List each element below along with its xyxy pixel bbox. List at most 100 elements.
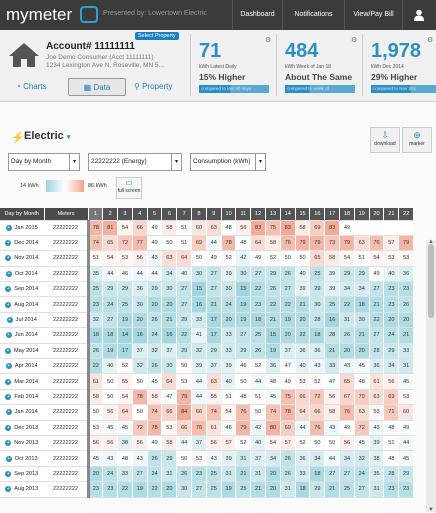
usage-cell[interactable]: 22 — [369, 312, 385, 329]
usage-cell[interactable]: 79 — [295, 235, 311, 252]
stat-card[interactable]: 1,978 ⚙ kWh Dec 2014 29% Higher compared… — [362, 34, 436, 96]
usage-cell[interactable]: 18 — [102, 327, 119, 344]
column-header-day[interactable]: 20 — [369, 208, 385, 221]
usage-cell[interactable]: 44 — [176, 435, 193, 452]
usage-cell[interactable]: 60 — [398, 404, 415, 421]
usage-cell[interactable]: 30 — [161, 358, 178, 375]
usage-cell[interactable]: 69 — [309, 220, 326, 236]
usage-cell[interactable]: 28 — [324, 327, 341, 344]
column-header-day[interactable]: 6 — [161, 208, 178, 221]
usage-cell[interactable]: 40 — [176, 266, 193, 283]
usage-cell[interactable]: 52 — [265, 250, 281, 267]
usage-cell[interactable]: 30 — [309, 296, 326, 313]
usage-cell[interactable]: 48 — [221, 220, 237, 236]
usage-cell[interactable] — [354, 220, 370, 236]
usage-cell[interactable]: 26 — [398, 296, 415, 313]
usage-cell[interactable]: 25 — [206, 466, 222, 483]
usage-cell[interactable]: 16 — [132, 327, 148, 344]
row-period[interactable]: + Jul 2014 — [0, 312, 45, 329]
usage-cell[interactable]: 45 — [354, 358, 370, 375]
usage-cell[interactable]: 36 — [132, 281, 148, 298]
column-header-day[interactable]: 13 — [265, 208, 281, 221]
column-header-period[interactable]: Day by Month — [0, 208, 45, 221]
usage-cell[interactable]: 20 — [280, 327, 296, 344]
usage-cell[interactable]: 19 — [280, 312, 296, 329]
usage-cell[interactable]: 42 — [250, 420, 267, 436]
usage-cell[interactable]: 49 — [250, 250, 267, 267]
usage-cell[interactable]: 22 — [280, 296, 296, 313]
fullscreen-button[interactable]: ▭ full screen — [116, 177, 142, 199]
usage-cell[interactable]: 65 — [102, 235, 119, 252]
scroll-up-icon[interactable]: ▲ — [428, 239, 434, 245]
usage-cell[interactable]: 45 — [147, 373, 163, 390]
column-header-day[interactable]: 14 — [280, 208, 296, 221]
usage-cell[interactable]: 63 — [354, 235, 370, 252]
usage-cell[interactable]: 20 — [161, 481, 178, 498]
usage-cell[interactable]: 52 — [117, 358, 133, 375]
expand-row-icon[interactable]: + — [5, 363, 12, 370]
usage-cell[interactable]: 51 — [86, 250, 104, 267]
usage-cell[interactable]: 50 — [176, 450, 193, 467]
usage-cell[interactable]: 29 — [102, 281, 119, 298]
usage-cell[interactable]: 26 — [176, 466, 193, 483]
usage-cell[interactable]: 34 — [339, 450, 355, 467]
usage-cell[interactable]: 19 — [265, 343, 281, 360]
usage-cell[interactable]: 14 — [117, 327, 133, 344]
usage-cell[interactable]: 27 — [280, 281, 296, 298]
usage-cell[interactable]: 19 — [221, 481, 237, 498]
usage-cell[interactable]: 56 — [206, 435, 222, 452]
usage-cell[interactable]: 43 — [206, 450, 222, 467]
usage-cell[interactable]: 49 — [280, 373, 296, 390]
usage-cell[interactable]: 76 — [369, 235, 385, 252]
usage-cell[interactable]: 23 — [383, 281, 400, 298]
usage-cell[interactable]: 47 — [280, 358, 296, 375]
row-period[interactable]: + Dec 2013 — [0, 420, 45, 436]
marker-button[interactable]: ⊕ marker — [402, 127, 432, 153]
usage-cell[interactable]: 58 — [265, 235, 281, 252]
expand-row-icon[interactable]: + — [5, 424, 12, 431]
usage-cell[interactable]: 34 — [354, 281, 370, 298]
usage-cell[interactable]: 58 — [295, 220, 311, 236]
usage-cell[interactable]: 15 — [265, 327, 281, 344]
usage-cell[interactable]: 39 — [295, 281, 311, 298]
usage-cell[interactable]: 53 — [161, 420, 178, 436]
usage-cell[interactable]: 22 — [117, 481, 133, 498]
table-row[interactable]: + May 2014 22222222 26 19 17 37 32 37 29 32 29 33 29 2… — [0, 343, 415, 360]
usage-cell[interactable]: 29 — [309, 481, 326, 498]
usage-cell[interactable]: 19 — [132, 481, 148, 498]
usage-cell[interactable]: 28 — [383, 466, 400, 483]
usage-cell[interactable]: 50 — [132, 373, 148, 390]
usage-cell[interactable]: 25 — [235, 481, 252, 498]
usage-cell[interactable]: 25 — [309, 266, 326, 283]
grid-scrollbar[interactable]: ▲ ▼ — [426, 239, 436, 513]
usage-cell[interactable]: 21 — [250, 481, 267, 498]
table-row[interactable]: + Oct 2014 22222222 35 44 46 44 44 34 40 30 27 39 30 2… — [0, 266, 415, 283]
usage-cell[interactable]: 40 — [221, 373, 237, 390]
table-row[interactable]: + Jan 2015 22222222 78 81 54 66 49 58 51 60 63 48 56 8… — [0, 220, 415, 236]
usage-cell[interactable]: 22 — [176, 327, 193, 344]
usage-cell[interactable]: 44 — [191, 389, 207, 406]
usage-cell[interactable]: 30 — [132, 296, 148, 313]
usage-cell[interactable]: 36 — [398, 266, 415, 283]
usage-cell[interactable]: 21 — [295, 296, 311, 313]
usage-cell[interactable]: 43 — [339, 358, 355, 375]
usage-cell[interactable]: 21 — [324, 343, 341, 360]
usage-cell[interactable]: 71 — [383, 404, 400, 421]
table-row[interactable]: + Jul 2014 22222222 32 27 19 20 26 21 29 33 17 20 19 1… — [0, 312, 415, 329]
usage-cell[interactable]: 21 — [161, 312, 178, 329]
usage-cell[interactable]: 33 — [295, 466, 311, 483]
usage-cell[interactable]: 27 — [191, 481, 207, 498]
usage-cell[interactable]: 73 — [324, 235, 341, 252]
usage-cell[interactable]: 49 — [147, 435, 163, 452]
column-header-day[interactable]: 18 — [339, 208, 355, 221]
usage-cell[interactable]: 23 — [398, 281, 415, 298]
usage-cell[interactable]: 30 — [161, 281, 178, 298]
usage-cell[interactable]: 44 — [102, 266, 119, 283]
usage-cell[interactable]: 39 — [221, 266, 237, 283]
row-period[interactable]: + Apr 2014 — [0, 358, 45, 375]
usage-cell[interactable]: 56 — [339, 435, 355, 452]
expand-row-icon[interactable]: + — [5, 455, 12, 462]
expand-row-icon[interactable]: + — [5, 270, 12, 277]
expand-row-icon[interactable]: + — [6, 317, 13, 324]
table-row[interactable]: + Jan 2014 22222222 50 56 64 50 74 66 84 66 74 54 76 5… — [0, 404, 415, 421]
